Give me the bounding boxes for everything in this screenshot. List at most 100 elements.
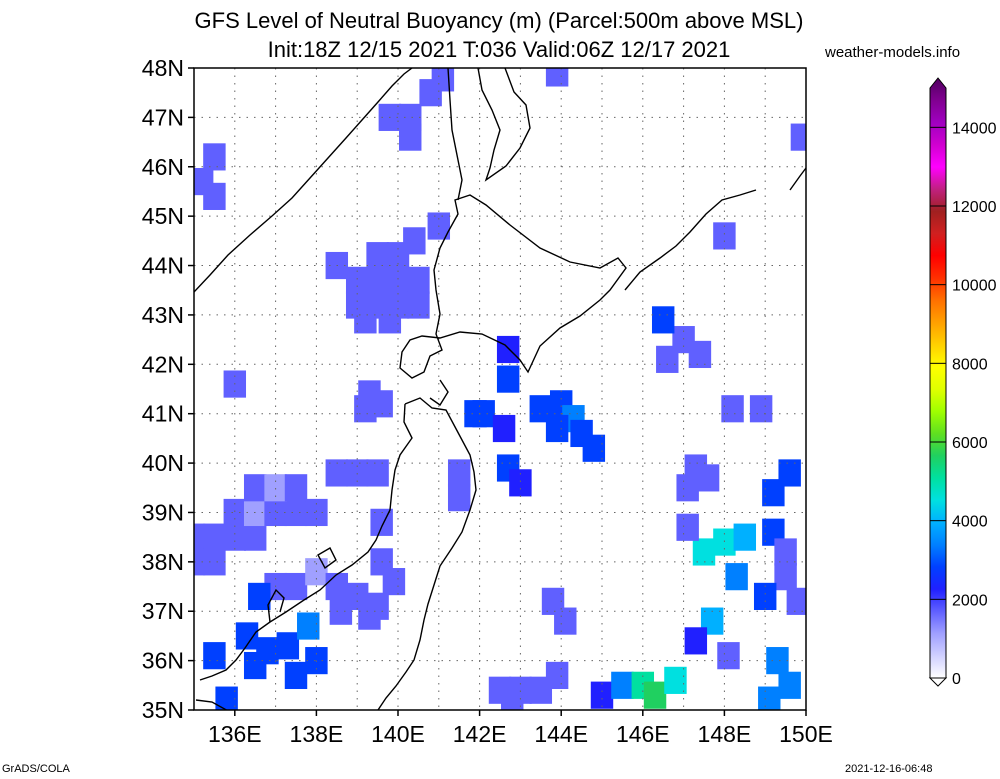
field-cell: [713, 222, 736, 250]
lon-tick-label: 138E: [290, 721, 344, 747]
lat-tick-label: 35N: [142, 697, 184, 723]
field-cell: [243, 474, 267, 502]
field-cell: [643, 681, 667, 709]
field-cell: [223, 498, 247, 527]
field-cell: [248, 582, 271, 610]
colorbar-tick-label: 12000: [952, 199, 997, 216]
field-cell: [235, 622, 259, 650]
field-cell: [790, 123, 806, 151]
field-cell: [399, 123, 422, 151]
map-axes: 35N 36N 37N 38N 39N 40N 41N 42N 43N 44N 45N 46N 47N 4…: [142, 55, 833, 747]
field-cell: [664, 666, 687, 694]
field-cell: [696, 464, 720, 492]
lon-tick-label: 146E: [616, 721, 670, 747]
field-cell: [766, 647, 789, 675]
field-cell: [656, 345, 679, 373]
lon-tick-label: 148E: [698, 721, 752, 747]
field-cell: [284, 661, 308, 690]
field-cell: [721, 395, 744, 423]
lat-tick-label: 47N: [142, 104, 184, 130]
field-cell: [717, 642, 740, 670]
field-cell: [345, 266, 369, 294]
colorbar-gradient: [929, 77, 947, 679]
field-cell: [713, 528, 736, 556]
field-cell: [264, 474, 287, 502]
field-cell: [545, 68, 569, 87]
field-cell: [354, 395, 377, 423]
field-cell: [366, 459, 389, 487]
lon-tick-label: 142E: [453, 721, 507, 747]
field-cell: [243, 523, 267, 551]
field-cell: [582, 434, 606, 462]
field-cell: [407, 291, 430, 319]
lat-tick-label: 36N: [142, 648, 184, 674]
field-cell: [684, 627, 708, 655]
field-cell: [203, 642, 226, 670]
lon-tick-label: 136E: [208, 721, 262, 747]
field-cell: [496, 365, 520, 393]
field-cell: [501, 691, 524, 710]
lat-tick-label: 44N: [142, 253, 184, 279]
field-cell: [194, 548, 206, 576]
field-cell: [749, 395, 773, 423]
footer-left: GrADS/COLA: [2, 763, 70, 775]
field-cell: [203, 143, 226, 171]
lat-tick-label: 39N: [142, 499, 184, 525]
colorbar-tick-label: 0: [952, 671, 961, 688]
field-cell: [329, 597, 353, 625]
field-cell: [464, 400, 487, 428]
field-cell: [325, 459, 349, 487]
map-frame: [193, 67, 807, 711]
field-cell: [725, 563, 748, 591]
field-cell: [590, 681, 614, 709]
field-cell: [554, 607, 577, 635]
field-cell: [194, 523, 206, 551]
field-cell: [692, 538, 716, 566]
lat-tick-label: 48N: [142, 55, 184, 81]
field-cell: [358, 602, 381, 630]
lat-tick-label: 37N: [142, 598, 184, 624]
field-cell: [407, 266, 430, 294]
footer-right: 2021-12-16-06:48: [845, 763, 933, 775]
field-cell: [223, 523, 247, 551]
field-cell: [676, 474, 699, 502]
field-cell: [733, 523, 757, 551]
lon-tick-label: 140E: [371, 721, 425, 747]
field-cell: [203, 182, 226, 210]
field-cell: [243, 651, 267, 680]
field-cell: [447, 484, 471, 512]
field-cell: [345, 459, 369, 487]
field-cell: [509, 469, 532, 497]
field-cell: [284, 474, 308, 502]
lat-tick-label: 40N: [142, 450, 184, 476]
field-cell: [611, 671, 634, 699]
field-cell: [284, 572, 308, 601]
colorbar-low-arrow: [928, 677, 948, 687]
field-cell: [496, 335, 520, 364]
field-cell: [786, 587, 806, 615]
field-cell: [778, 459, 801, 487]
lon-tick-label: 150E: [779, 721, 833, 747]
field-cell: [305, 498, 328, 527]
buoyancy-field: [194, 68, 806, 710]
field-cell: [378, 306, 402, 334]
field-cell: [774, 563, 797, 591]
lon-tick-label: 144E: [534, 721, 588, 747]
colorbar-tick-label: 2000: [952, 592, 988, 609]
site-credit: weather-models.info: [825, 44, 961, 61]
field-cell: [386, 266, 410, 294]
lat-tick-label: 46N: [142, 154, 184, 180]
field-cell: [774, 538, 797, 566]
field-cell: [325, 572, 349, 601]
field-cell: [284, 498, 308, 527]
lat-tick-label: 43N: [142, 302, 184, 328]
chart-title-line1: GFS Level of Neutral Buoyancy (m) (Parce…: [194, 8, 804, 33]
field-cell: [447, 459, 471, 487]
colorbar-tick-label: 6000: [952, 435, 988, 452]
field-cell: [203, 523, 226, 551]
field-cell: [382, 568, 406, 596]
field-cell: [264, 498, 287, 527]
field-cell: [276, 632, 300, 660]
field-cell: [545, 661, 569, 690]
